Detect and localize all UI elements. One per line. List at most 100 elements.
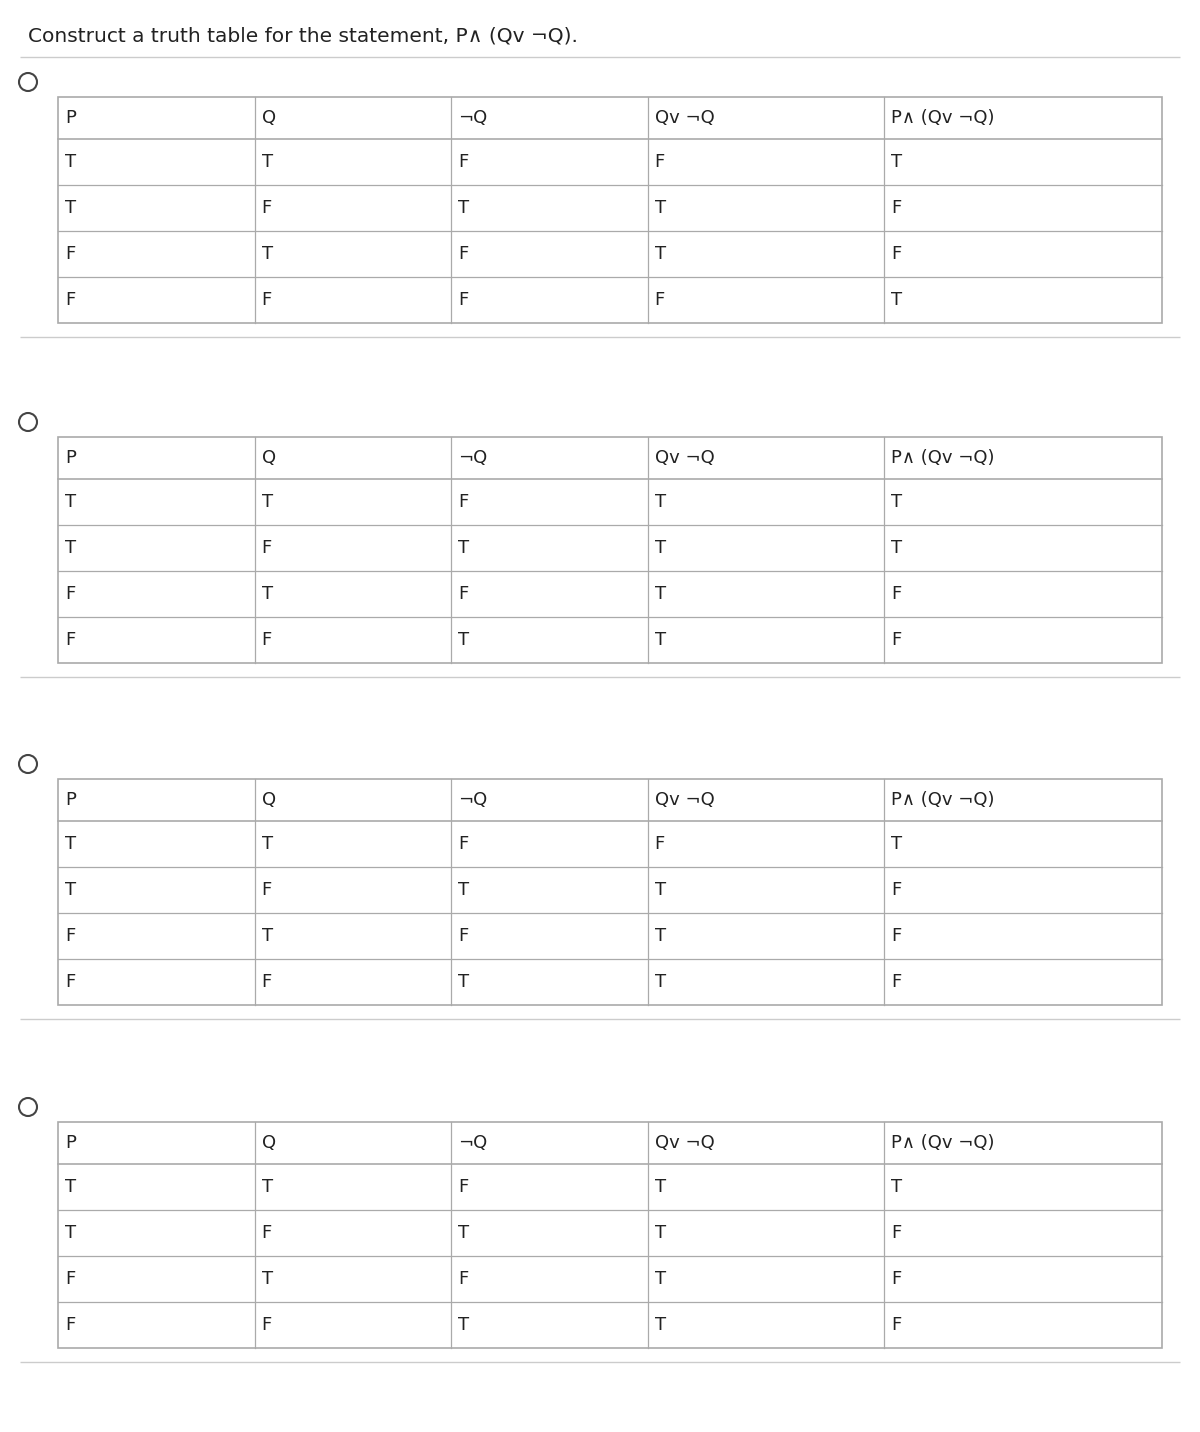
Text: Q: Q [262,1134,276,1151]
Text: Q: Q [262,790,276,809]
Text: T: T [654,632,666,649]
Text: Q: Q [262,450,276,467]
Text: T: T [890,493,902,511]
Text: ¬Q: ¬Q [458,790,487,809]
Text: T: T [654,493,666,511]
Text: T: T [65,835,76,853]
Text: F: F [262,1316,271,1335]
Text: T: T [890,1179,902,1196]
Text: T: T [458,972,469,991]
Text: F: F [262,972,271,991]
Text: T: T [65,1224,76,1242]
Text: F: F [890,1270,901,1287]
Text: P: P [65,790,76,809]
Text: T: T [262,586,272,603]
Text: T: T [654,586,666,603]
Text: F: F [890,972,901,991]
Text: P: P [65,109,76,127]
Text: F: F [65,1316,76,1335]
Bar [58,1123,1162,1348]
Text: ¬Q: ¬Q [458,450,487,467]
Text: P∧ (Qv ¬Q): P∧ (Qv ¬Q) [890,790,995,809]
Text: F: F [262,538,271,557]
Text: Qv ¬Q: Qv ¬Q [654,450,714,467]
Text: T: T [458,881,469,899]
Text: T: T [654,1179,666,1196]
Text: T: T [890,153,902,170]
Text: T: T [654,538,666,557]
Text: T: T [262,835,272,853]
Text: F: F [262,199,271,218]
Text: T: T [890,835,902,853]
Text: T: T [65,538,76,557]
Text: T: T [262,1270,272,1287]
Bar [58,779,1162,1005]
Text: P: P [65,1134,76,1151]
Bar [58,437,1162,663]
Text: T: T [654,972,666,991]
Text: Q: Q [262,109,276,127]
Text: F: F [654,835,665,853]
Text: F: F [65,972,76,991]
Text: F: F [458,153,468,170]
Text: T: T [654,1316,666,1335]
Text: T: T [262,493,272,511]
Bar [58,1123,1162,1348]
Text: F: F [262,632,271,649]
Text: F: F [890,1316,901,1335]
Text: T: T [458,1224,469,1242]
Text: Qv ¬Q: Qv ¬Q [654,109,714,127]
Text: F: F [262,291,271,309]
Text: T: T [65,199,76,218]
Text: T: T [262,927,272,945]
Text: F: F [262,881,271,899]
Text: F: F [458,586,468,603]
Text: F: F [890,245,901,263]
Bar [58,437,1162,663]
Text: F: F [654,153,665,170]
Text: T: T [262,1179,272,1196]
Text: T: T [654,199,666,218]
Text: F: F [65,586,76,603]
Text: F: F [65,245,76,263]
Text: T: T [65,153,76,170]
Text: F: F [65,927,76,945]
Text: F: F [654,291,665,309]
Text: F: F [458,1270,468,1287]
Text: T: T [654,1270,666,1287]
Bar [58,779,1162,1005]
Text: ¬Q: ¬Q [458,109,487,127]
Text: T: T [654,1224,666,1242]
Text: F: F [65,632,76,649]
Text: T: T [458,538,469,557]
Text: P∧ (Qv ¬Q): P∧ (Qv ¬Q) [890,450,995,467]
Text: F: F [458,927,468,945]
Text: F: F [458,245,468,263]
Text: F: F [458,1179,468,1196]
Text: F: F [890,199,901,218]
Text: ¬Q: ¬Q [458,1134,487,1151]
Text: T: T [654,245,666,263]
Text: T: T [65,493,76,511]
Text: F: F [890,586,901,603]
Text: T: T [458,632,469,649]
Text: T: T [262,153,272,170]
Text: F: F [458,835,468,853]
Bar [58,97,1162,324]
Text: P: P [65,450,76,467]
Text: P∧ (Qv ¬Q): P∧ (Qv ¬Q) [890,109,995,127]
Text: T: T [654,881,666,899]
Text: T: T [65,1179,76,1196]
Text: P∧ (Qv ¬Q): P∧ (Qv ¬Q) [890,1134,995,1151]
Text: F: F [458,291,468,309]
Text: Qv ¬Q: Qv ¬Q [654,790,714,809]
Text: Construct a truth table for the statement, P∧ (Qv ¬Q).: Construct a truth table for the statemen… [28,27,578,46]
Text: F: F [262,1224,271,1242]
Text: Qv ¬Q: Qv ¬Q [654,1134,714,1151]
Text: T: T [890,291,902,309]
Text: T: T [65,881,76,899]
Text: T: T [654,927,666,945]
Text: F: F [65,291,76,309]
Text: T: T [458,199,469,218]
Text: F: F [890,881,901,899]
